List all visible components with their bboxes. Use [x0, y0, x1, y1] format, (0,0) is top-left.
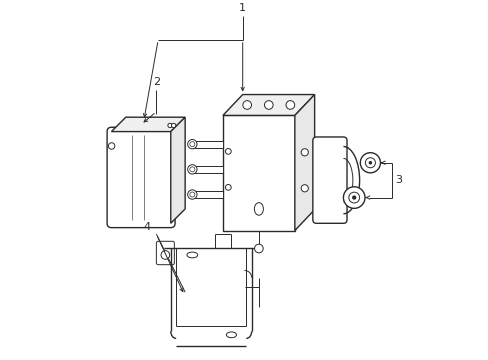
Circle shape [254, 244, 263, 253]
Circle shape [187, 165, 197, 174]
Circle shape [285, 101, 294, 109]
Circle shape [187, 140, 197, 149]
Polygon shape [170, 117, 185, 223]
Circle shape [365, 158, 375, 168]
Circle shape [351, 195, 356, 200]
Circle shape [171, 123, 176, 128]
Circle shape [108, 143, 115, 149]
Circle shape [189, 192, 194, 197]
Text: 3: 3 [395, 175, 402, 185]
Circle shape [360, 153, 380, 173]
Polygon shape [294, 95, 314, 230]
Bar [167, 120, 176, 131]
Circle shape [167, 123, 172, 128]
Text: 1: 1 [239, 3, 245, 13]
Bar [107, 139, 116, 153]
Bar [192, 166, 223, 173]
Bar [223, 116, 294, 230]
FancyBboxPatch shape [156, 241, 174, 265]
FancyBboxPatch shape [312, 137, 346, 223]
Circle shape [161, 251, 169, 259]
Ellipse shape [226, 332, 236, 338]
Circle shape [243, 101, 251, 109]
FancyBboxPatch shape [107, 127, 175, 228]
Polygon shape [111, 117, 185, 132]
Circle shape [264, 101, 272, 109]
Text: 4: 4 [143, 222, 151, 232]
Bar [192, 141, 223, 148]
Circle shape [348, 192, 359, 203]
Text: 2: 2 [152, 77, 160, 87]
Circle shape [189, 167, 194, 172]
Circle shape [189, 142, 194, 147]
Circle shape [225, 184, 231, 190]
Circle shape [225, 148, 231, 154]
Circle shape [187, 190, 197, 199]
Ellipse shape [254, 203, 263, 215]
Ellipse shape [186, 252, 197, 258]
Polygon shape [223, 95, 314, 116]
Circle shape [301, 149, 308, 156]
Circle shape [301, 185, 308, 192]
Circle shape [368, 161, 371, 165]
Circle shape [343, 187, 364, 208]
Bar [192, 191, 223, 198]
